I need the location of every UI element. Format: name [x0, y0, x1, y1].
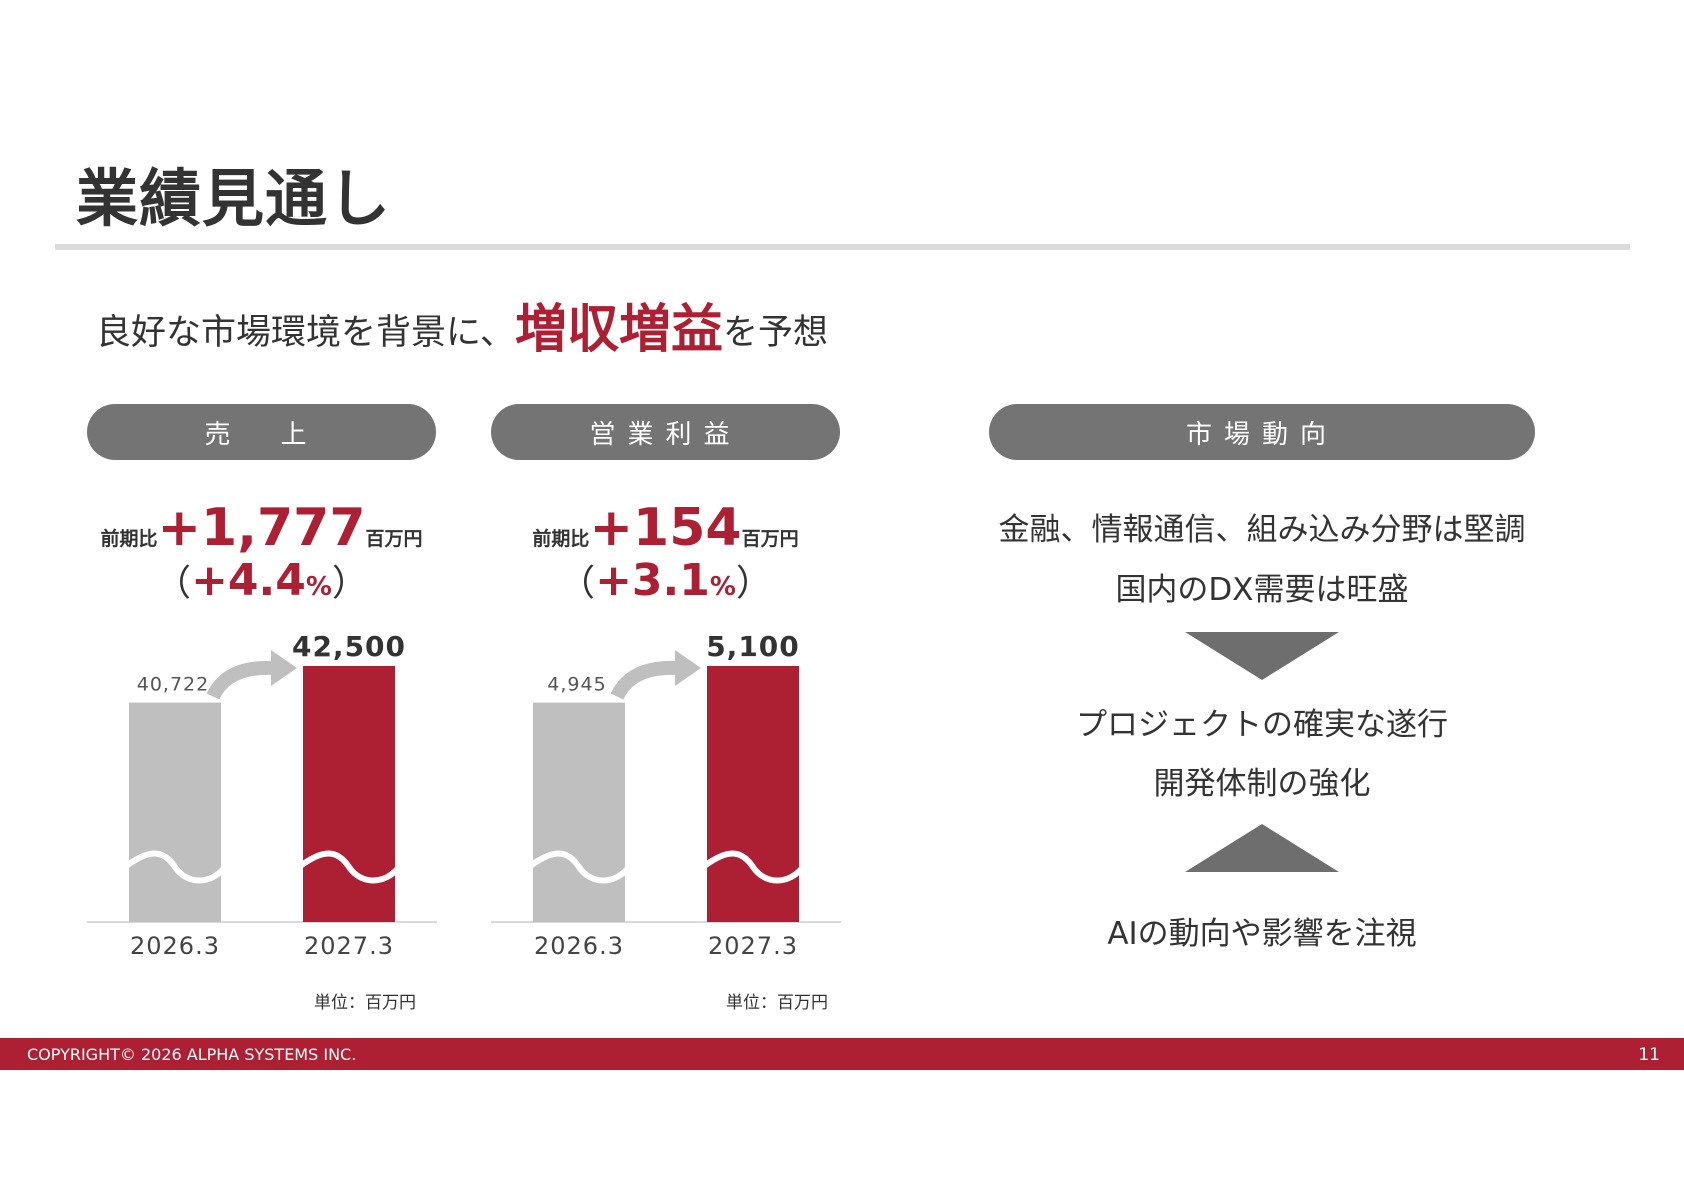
market-line-2: 国内のDX需要は旺盛 [1115, 572, 1409, 608]
op-pct-open: （ [559, 563, 596, 604]
op-pct-value: +3.1 [595, 555, 710, 606]
op-unit-note: 単位：百万円 [726, 993, 828, 1013]
op-axis-break-1 [701, 850, 806, 884]
op-category-label-0: 2026.3 [534, 932, 624, 960]
page-number: 11 [1638, 1045, 1660, 1065]
market-line-3: プロジェクトの確実な遂行 [1076, 707, 1448, 743]
copyright: COPYRIGHT© 2026 ALPHA SYSTEMS INC. [27, 1045, 357, 1064]
sales-bar-1 [303, 666, 395, 922]
sales-header-pill: 売 上 [87, 404, 436, 460]
op-change-unit: 百万円 [741, 528, 799, 550]
op-value-label-1: 5,100 [706, 630, 800, 663]
sales-change-prefix: 前期比 [100, 528, 158, 550]
market-line-4: 開発体制の強化 [1153, 766, 1371, 802]
market-header-pill: 市場動向 [989, 404, 1535, 460]
op-growth-arrow-icon [610, 650, 701, 700]
op-pct-close: ） [735, 563, 772, 604]
sales-pct-open: （ [155, 563, 192, 604]
down-triangle-icon [1185, 632, 1339, 680]
sales-change: 前期比+1,777百万円 [87, 498, 436, 570]
op-profit-chart: 2026.3 4,945 2027.3 5,100 [491, 630, 841, 960]
sales-change-value: +1,777 [157, 498, 366, 558]
subtitle-prefix: 良好な市場環境を背景に、 [96, 313, 515, 353]
sales-chart: 2026.3 40,722 2027.3 42,500 [87, 630, 437, 960]
sales-category-label-0: 2026.3 [130, 932, 220, 960]
subtitle-suffix: を予想 [722, 313, 828, 353]
op-change: 前期比+154百万円 [491, 498, 840, 570]
market-line-5: AIの動向や影響を注視 [1107, 916, 1417, 952]
sales-pct-value: +4.4 [191, 555, 306, 606]
op-axis-break-0 [527, 850, 632, 884]
title-divider [55, 244, 1630, 250]
op-profit-header-label: 営業利益 [589, 419, 742, 450]
op-change-prefix: 前期比 [532, 528, 590, 550]
footer-bar [0, 1038, 1684, 1070]
subtitle: 良好な市場環境を背景に、増収増益を予想 [96, 300, 828, 363]
up-triangle-icon [1185, 824, 1339, 872]
op-profit-header-pill: 営業利益 [491, 404, 840, 460]
op-change-value: +154 [589, 498, 742, 558]
page-title: 業績見通し [76, 162, 392, 235]
sales-pct-sign: % [305, 572, 332, 602]
subtitle-highlight: 増収増益 [514, 300, 723, 360]
sales-change-unit: 百万円 [365, 528, 423, 550]
sales-value-label-1: 42,500 [292, 630, 406, 663]
market-line-1: 金融、情報通信、組み込み分野は堅調 [998, 512, 1526, 548]
sales-axis-break-0 [123, 850, 228, 884]
sales-pct-close: ） [331, 563, 368, 604]
market-header-label: 市場動向 [1185, 419, 1338, 450]
op-pct-sign: % [709, 572, 736, 602]
op-bar-1 [707, 666, 799, 922]
op-category-label-1: 2027.3 [708, 932, 798, 960]
sales-value-label-0: 40,722 [137, 674, 209, 696]
sales-category-label-1: 2027.3 [304, 932, 394, 960]
sales-change-pct: （+4.4%） [87, 556, 436, 612]
sales-bar-0 [129, 702, 221, 922]
sales-header-label: 売 上 [204, 419, 319, 450]
sales-growth-arrow-icon [206, 650, 297, 700]
op-change-pct: （+3.1%） [491, 556, 840, 612]
sales-unit-note: 単位：百万円 [314, 993, 416, 1013]
op-bar-0 [533, 702, 625, 922]
sales-axis-break-1 [297, 850, 402, 884]
op-value-label-0: 4,945 [547, 674, 606, 696]
